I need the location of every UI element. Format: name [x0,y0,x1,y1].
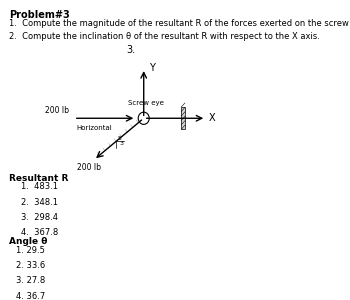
Text: 4.  367.8: 4. 367.8 [21,228,58,237]
Text: Angle θ: Angle θ [9,236,47,245]
Text: Y: Y [149,63,155,73]
Text: 2.  348.1: 2. 348.1 [21,198,58,207]
Text: 5: 5 [118,136,121,141]
Text: 4. 36.7: 4. 36.7 [16,292,46,300]
Bar [181,107,185,129]
Text: Resultant R: Resultant R [9,174,68,183]
Text: Problem#3: Problem#3 [9,10,70,20]
Text: 2.  Compute the inclination θ of the resultant R with respect to the X axis.: 2. Compute the inclination θ of the resu… [9,32,320,41]
Text: 1.  Compute the magnitude of the resultant R of the forces exerted on the screw : 1. Compute the magnitude of the resultan… [9,20,350,28]
Text: 2. 33.6: 2. 33.6 [16,261,46,270]
Text: Screw eye: Screw eye [128,100,164,106]
Text: 3.  298.4: 3. 298.4 [21,213,58,222]
Text: 1. 29.5: 1. 29.5 [16,246,45,255]
Text: 200 lb: 200 lb [77,163,101,172]
Text: 3. 27.8: 3. 27.8 [16,276,46,285]
Text: 200 lb: 200 lb [45,106,69,116]
Text: Horizontal: Horizontal [76,125,112,131]
Text: X: X [209,113,215,123]
Text: 1.  483.1: 1. 483.1 [21,182,58,191]
Text: 3.: 3. [126,44,135,55]
Text: 3: 3 [120,141,124,146]
